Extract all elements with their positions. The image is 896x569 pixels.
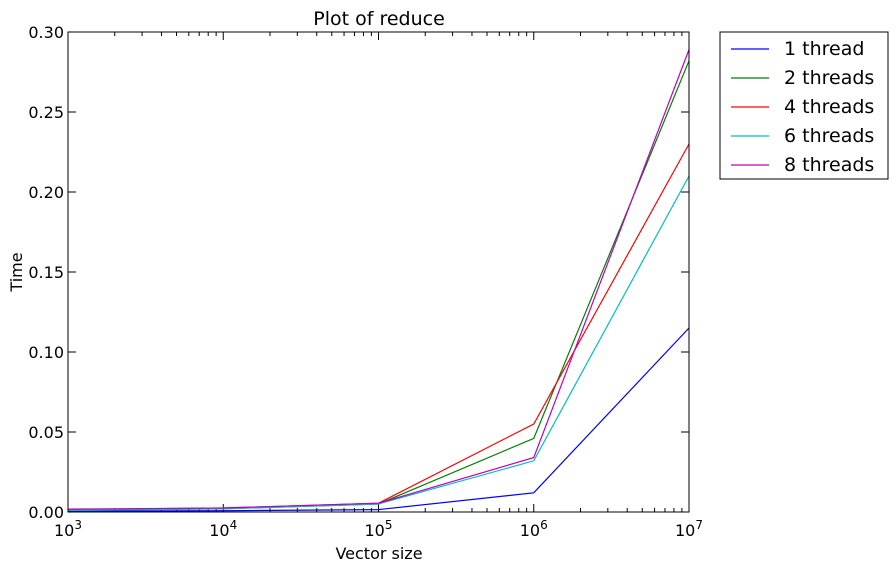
y-tick-label: 0.20	[28, 183, 64, 202]
x-tick-base: 10	[365, 521, 385, 540]
legend-label: 4 threads	[784, 96, 874, 118]
y-tick-label: 0.25	[28, 103, 64, 122]
x-tick-label: 106	[520, 518, 548, 540]
x-tick-labels: 103 104 105 106 107	[54, 518, 703, 540]
series-line-3	[67, 143, 690, 511]
series-line-5	[67, 49, 690, 510]
y-tick-label: 0.00	[28, 503, 64, 522]
plot-frame	[67, 31, 690, 513]
x-tick-label: 105	[365, 518, 393, 540]
y-tick-label: 0.15	[28, 263, 64, 282]
x-tick-exponent: 4	[230, 518, 238, 532]
x-tick-label: 103	[54, 518, 82, 540]
x-tick-exponent: 5	[385, 518, 393, 532]
x-axis-label: Vector size	[335, 544, 422, 563]
legend-label: 2 threads	[784, 67, 874, 89]
legend-label: 8 threads	[784, 154, 874, 176]
x-tick-base: 10	[54, 521, 74, 540]
x-tick-exponent: 7	[695, 518, 703, 532]
x-tick-exponent: 6	[540, 518, 548, 532]
x-tick-exponent: 3	[74, 518, 82, 532]
y-tick-label: 0.30	[28, 23, 64, 42]
series-line-1	[67, 327, 690, 512]
legend-frame	[719, 31, 889, 180]
y-axis-label: Time	[7, 252, 26, 292]
y-tick-label: 0.10	[28, 343, 64, 362]
legend-label: 1 thread	[784, 38, 864, 60]
axis-ticks	[67, 31, 690, 513]
series-lines	[67, 49, 690, 512]
x-tick-label: 107	[675, 518, 703, 540]
series-line-2	[67, 60, 690, 511]
x-tick-base: 10	[209, 521, 229, 540]
x-tick-base: 10	[520, 521, 540, 540]
series-line-4	[67, 175, 690, 511]
legend: 1 thread 2 threads 4 threads 6 threads 8 thr…	[719, 31, 889, 180]
y-tick-label: 0.05	[28, 423, 64, 442]
y-tick-labels: 0.00 0.05 0.10 0.15 0.20 0.25 0.30	[28, 23, 64, 522]
x-tick-base: 10	[675, 521, 695, 540]
chart-title: Plot of reduce	[313, 8, 445, 30]
x-tick-label: 104	[209, 518, 237, 540]
legend-label: 6 threads	[784, 125, 874, 147]
